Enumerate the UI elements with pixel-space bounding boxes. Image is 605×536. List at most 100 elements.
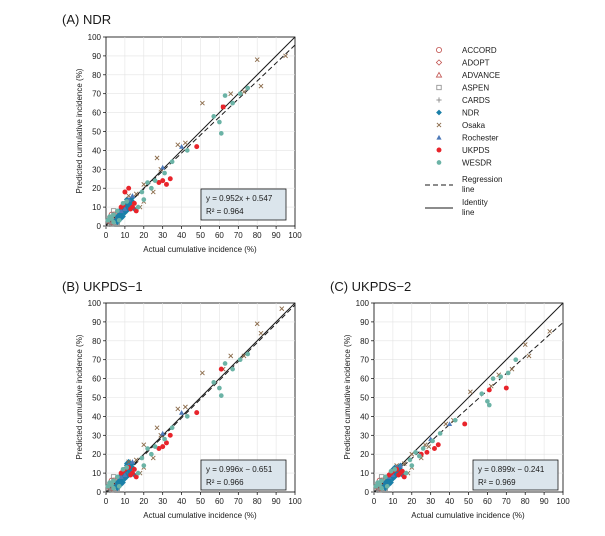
data-point: [505, 370, 511, 376]
data-point: [126, 185, 132, 191]
panel-b-x-ticks: 0 10 20 30 40 50 60 70 80 90 100: [104, 492, 302, 506]
y-tick-label: 70: [92, 90, 101, 99]
data-point: [467, 389, 473, 395]
y-tick-label: 0: [97, 488, 102, 497]
data-point: [156, 180, 162, 185]
data-point: [162, 170, 167, 176]
panel-a-x-ticks: 0 10 20 30 40 50 60 70 80 90 100: [104, 226, 302, 240]
legend-label-aspen: ASPEN: [462, 84, 489, 93]
x-tick-label: 10: [388, 497, 397, 506]
data-point: [125, 202, 132, 209]
data-point: [167, 176, 173, 182]
data-point: [397, 466, 404, 473]
data-point: [129, 470, 135, 476]
legend-marker-ndr: [436, 109, 442, 116]
data-point: [384, 483, 390, 489]
panel-c-x-ticks: 0 10 20 30 40 50 60 70 80 90 100: [372, 492, 570, 506]
x-tick-label: 70: [234, 231, 243, 240]
data-point: [220, 104, 226, 110]
data-point: [403, 470, 409, 476]
legend-marker-accord: [435, 47, 442, 54]
y-tick-label: 40: [360, 412, 369, 421]
y-tick-label: 60: [360, 375, 369, 384]
data-point: [443, 421, 449, 427]
x-tick-label: 50: [196, 497, 205, 506]
x-tick-label: 20: [139, 231, 148, 240]
data-point: [230, 366, 235, 372]
x-tick-label: 90: [540, 497, 549, 506]
data-point: [175, 142, 181, 148]
data-point: [422, 442, 428, 448]
y-tick-label: 30: [92, 431, 101, 440]
data-point: [114, 479, 121, 486]
data-point: [118, 208, 124, 213]
data-point: [145, 180, 150, 185]
y-tick-label: 100: [356, 299, 370, 308]
legend-label-adopt: ADOPT: [462, 59, 490, 68]
data-point: [241, 353, 247, 359]
data-point: [254, 321, 260, 327]
data-point: [390, 472, 396, 478]
panel-b-equation: y = 0.996x − 0.651: [206, 465, 273, 474]
legend-items: ACCORD ADOPT ADVANCE ASPEN CARDS NDR Osaka Roch…: [435, 46, 500, 168]
data-point: [135, 204, 141, 210]
data-point: [164, 440, 169, 446]
data-point: [175, 406, 181, 412]
data-point: [245, 85, 251, 91]
data-point: [513, 357, 519, 363]
data-point: [141, 463, 147, 468]
data-point: [211, 114, 217, 119]
data-point: [379, 478, 384, 483]
data-point: [217, 119, 222, 125]
legend-label-cards: CARDS: [462, 96, 490, 105]
data-point: [112, 483, 119, 490]
data-point: [115, 208, 120, 214]
data-point: [111, 485, 116, 491]
data-point: [462, 421, 468, 427]
data-point: [258, 330, 264, 336]
x-tick-label: 90: [272, 231, 281, 240]
data-point: [111, 212, 116, 217]
data-point: [122, 206, 128, 212]
data-point: [160, 164, 166, 170]
data-point: [156, 446, 162, 451]
data-point: [228, 91, 234, 97]
data-point: [120, 200, 126, 206]
x-tick-label: 100: [556, 497, 570, 506]
data-point: [114, 213, 121, 220]
data-point: [116, 483, 122, 489]
panel-c-points: [373, 328, 553, 493]
data-point: [432, 446, 437, 451]
data-point: [124, 465, 130, 470]
data-point: [184, 148, 190, 153]
x-tick-label: 60: [215, 231, 224, 240]
panel-a-points: [105, 53, 288, 227]
data-point: [217, 385, 222, 391]
data-point: [490, 376, 496, 381]
data-point: [105, 483, 111, 489]
data-point: [114, 485, 121, 492]
data-point: [526, 353, 532, 359]
data-point: [135, 470, 141, 476]
panel-a-r-squared: R² = 0.964: [206, 207, 244, 216]
data-point: [401, 474, 407, 480]
panel-c-equation: y = 0.899x − 0.241: [478, 465, 545, 474]
legend-regression-label-1: Regression: [462, 175, 502, 184]
data-point: [382, 485, 389, 492]
data-point: [426, 444, 432, 450]
y-tick-label: 20: [360, 450, 369, 459]
x-tick-label: 60: [483, 497, 492, 506]
data-point: [547, 328, 553, 334]
panel-a-title: (A) NDR: [62, 12, 111, 27]
data-point: [129, 459, 136, 464]
x-tick-label: 50: [464, 497, 473, 506]
data-point: [109, 482, 115, 487]
data-point: [182, 140, 188, 146]
data-point: [230, 100, 235, 106]
legend-regression-label-2: line: [462, 185, 475, 194]
x-tick-label: 30: [158, 231, 167, 240]
data-point: [111, 219, 116, 225]
data-point: [245, 351, 251, 357]
data-point: [237, 91, 243, 97]
